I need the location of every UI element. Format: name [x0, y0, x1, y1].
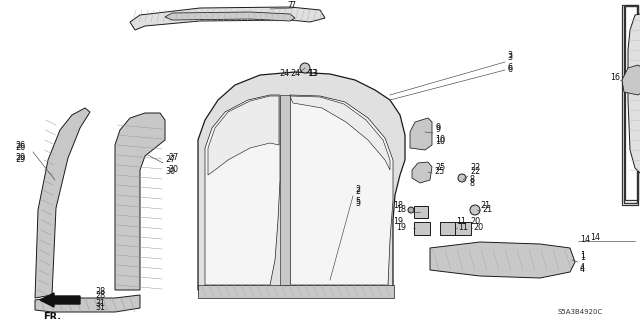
Text: S5A3B4920C: S5A3B4920C — [557, 309, 603, 315]
Text: 13: 13 — [307, 70, 317, 78]
Text: 10: 10 — [435, 137, 445, 146]
Polygon shape — [628, 10, 640, 180]
Text: 30: 30 — [168, 166, 178, 174]
Polygon shape — [130, 7, 325, 30]
Text: 7: 7 — [290, 2, 295, 11]
Text: 29: 29 — [15, 152, 25, 161]
Text: 30: 30 — [165, 167, 175, 176]
Text: 1: 1 — [580, 254, 585, 263]
Text: 5: 5 — [355, 199, 360, 209]
Bar — [455, 222, 471, 235]
Text: 2: 2 — [355, 184, 360, 194]
Polygon shape — [165, 12, 295, 21]
Polygon shape — [35, 295, 140, 312]
Text: 9: 9 — [435, 125, 440, 135]
Text: 4: 4 — [580, 265, 585, 275]
Text: 18: 18 — [393, 202, 403, 211]
Bar — [414, 222, 430, 235]
Circle shape — [470, 205, 480, 215]
Text: 2: 2 — [355, 188, 360, 197]
Text: 25: 25 — [435, 164, 445, 173]
Text: 6: 6 — [507, 65, 512, 75]
Text: 5: 5 — [355, 197, 360, 205]
Circle shape — [408, 207, 414, 213]
Bar — [622, 5, 638, 205]
Text: 11: 11 — [456, 218, 466, 226]
Polygon shape — [205, 95, 280, 285]
Polygon shape — [208, 96, 279, 175]
Text: 9: 9 — [435, 122, 440, 131]
Text: 24: 24 — [280, 70, 290, 78]
Text: 25: 25 — [434, 167, 444, 176]
Text: 14: 14 — [580, 235, 590, 244]
Polygon shape — [198, 285, 394, 298]
Text: 22: 22 — [470, 164, 480, 173]
Text: 16: 16 — [610, 73, 620, 83]
Text: 27: 27 — [168, 153, 179, 162]
Text: 8: 8 — [470, 175, 475, 184]
Text: 26: 26 — [15, 140, 25, 150]
Text: 31: 31 — [95, 302, 105, 311]
Polygon shape — [410, 118, 432, 150]
Text: 27: 27 — [165, 155, 175, 165]
Text: 14: 14 — [590, 233, 600, 241]
Text: 31: 31 — [95, 299, 105, 308]
Text: 3: 3 — [507, 50, 512, 60]
Text: 19: 19 — [396, 224, 406, 233]
Polygon shape — [412, 162, 432, 183]
Text: 19: 19 — [393, 218, 403, 226]
Circle shape — [458, 174, 466, 182]
Circle shape — [300, 63, 310, 73]
Polygon shape — [115, 113, 165, 290]
Text: 20: 20 — [473, 224, 483, 233]
Polygon shape — [290, 96, 390, 170]
Text: 29: 29 — [15, 155, 25, 165]
FancyArrow shape — [40, 293, 80, 307]
Text: 21: 21 — [482, 204, 492, 213]
Text: 21: 21 — [480, 202, 490, 211]
Text: 26: 26 — [15, 144, 25, 152]
Bar — [625, 5, 638, 200]
Text: 24: 24 — [290, 70, 300, 78]
Text: 6: 6 — [507, 63, 512, 71]
Text: 13: 13 — [308, 70, 318, 78]
Text: FR.: FR. — [43, 312, 61, 319]
Text: 28: 28 — [95, 291, 105, 300]
Bar — [414, 206, 428, 218]
Polygon shape — [280, 95, 290, 285]
Polygon shape — [290, 95, 393, 285]
Text: 22: 22 — [470, 167, 480, 176]
Text: 28: 28 — [95, 286, 105, 295]
Text: 4: 4 — [580, 263, 585, 271]
Text: 7: 7 — [287, 2, 292, 11]
Text: 20: 20 — [470, 218, 480, 226]
Polygon shape — [198, 72, 405, 290]
Text: 3: 3 — [507, 54, 512, 63]
Text: 18: 18 — [396, 204, 406, 213]
Polygon shape — [622, 65, 640, 95]
Bar — [440, 222, 456, 235]
Polygon shape — [430, 242, 575, 278]
Text: 8: 8 — [470, 180, 475, 189]
Bar — [624, 6, 637, 203]
Text: 1: 1 — [580, 250, 585, 259]
Text: 11: 11 — [458, 224, 468, 233]
Polygon shape — [35, 108, 90, 298]
Text: 10: 10 — [435, 135, 445, 144]
